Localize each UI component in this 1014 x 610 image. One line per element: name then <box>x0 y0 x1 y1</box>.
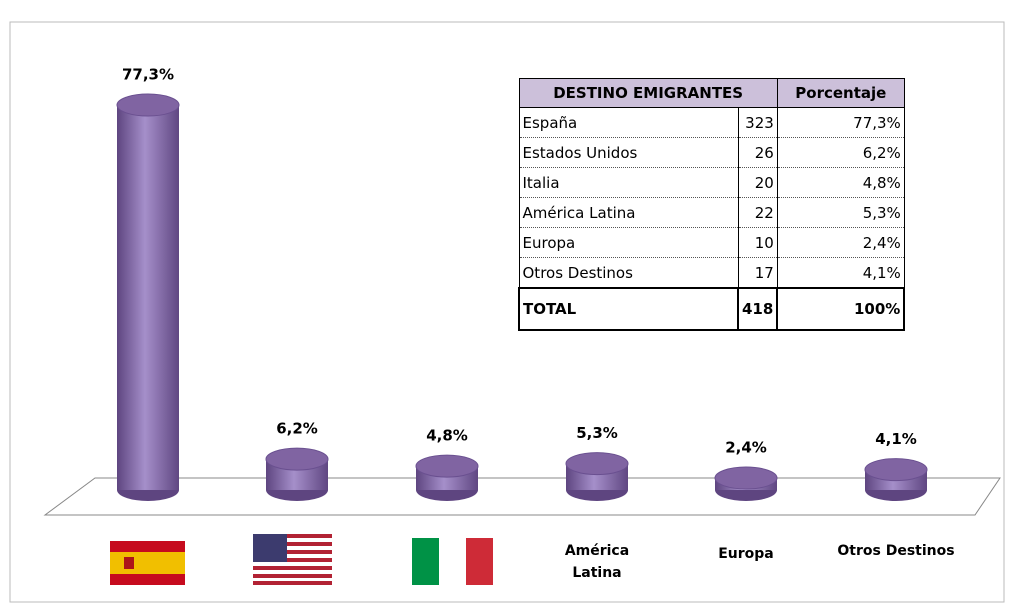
table-cell: Europa <box>518 227 739 258</box>
table-cell: 2,4% <box>776 227 905 258</box>
data-table: DESTINO EMIGRANTES Porcentaje España 323 77… <box>518 78 906 331</box>
cylinder-top <box>565 452 629 476</box>
table-cell: 5,3% <box>776 197 905 228</box>
table-cell: 77,3% <box>776 107 905 138</box>
category-label: Europa <box>718 546 774 562</box>
category-label: América Latina <box>564 543 630 581</box>
total-percent: 100% <box>776 287 906 331</box>
data-label: 4,8% <box>426 427 468 445</box>
table-cell: Italia <box>518 167 739 198</box>
data-label: 2,4% <box>725 439 767 457</box>
data-label: 5,3% <box>576 424 618 442</box>
table-cell: Otros Destinos <box>518 257 739 289</box>
flag-spain <box>110 541 185 585</box>
cylinder-top <box>415 454 479 478</box>
data-label: 77,3% <box>122 66 174 84</box>
table-row: América Latina 22 5,3% <box>518 197 905 228</box>
table-cell: 323 <box>737 107 778 138</box>
table-cell: 6,2% <box>776 137 905 168</box>
bar <box>117 105 179 491</box>
header: DESTINO EMIGRANTES <box>518 78 778 108</box>
table-cell: Estados Unidos <box>518 137 739 168</box>
cylinder-top <box>265 447 329 471</box>
table-row: Italia 20 4,8% <box>518 167 905 198</box>
table-cell: España <box>518 107 739 138</box>
table-cell: 22 <box>737 197 778 228</box>
data-label: 4,1% <box>875 430 917 448</box>
cylinder-top <box>864 458 928 482</box>
table-cell: 4,1% <box>776 257 905 289</box>
flag-italy <box>412 538 493 585</box>
total-label: TOTAL <box>518 287 739 331</box>
category-label: Otros Destinos <box>837 543 955 559</box>
cylinder-top <box>116 93 180 117</box>
frame <box>9 21 1005 603</box>
floor <box>43 477 1001 516</box>
total-count: 418 <box>736 287 779 331</box>
table-cell: 20 <box>737 167 778 198</box>
table-row: Estados Unidos 26 6,2% <box>518 137 905 168</box>
table-cell: 17 <box>737 257 778 289</box>
table-cell: 26 <box>737 137 778 168</box>
table-cell: 4,8% <box>776 167 905 198</box>
table-cell: 10 <box>737 227 778 258</box>
table-row: Europa 10 2,4% <box>518 227 905 258</box>
table-row: España 323 77,3% <box>518 107 905 138</box>
table-row: Otros Destinos 17 4,1% <box>518 257 905 289</box>
header: Porcentaje <box>776 78 905 108</box>
flag-usa <box>253 534 332 585</box>
data-label: 6,2% <box>276 420 318 438</box>
table-cell: América Latina <box>518 197 739 228</box>
cylinder-top <box>714 466 778 490</box>
